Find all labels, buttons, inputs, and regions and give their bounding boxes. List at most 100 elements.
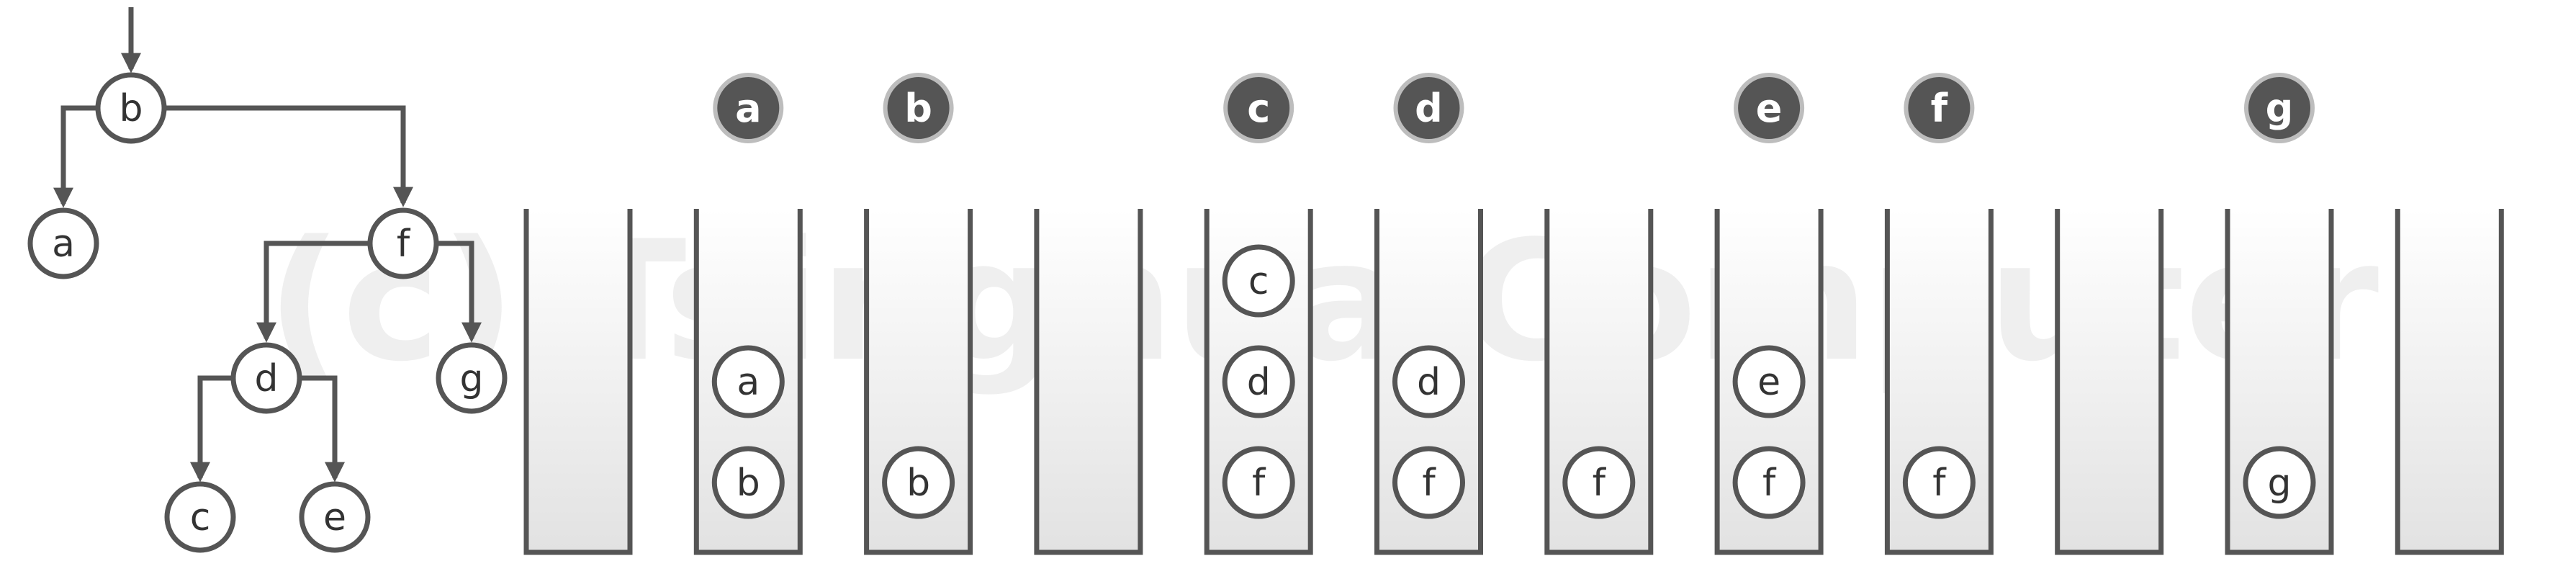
visited-node: e [1734,73,1805,143]
stack-snapshot: fd [1374,209,1483,555]
stack-container [1204,209,1313,555]
visited-node-label: d [1415,86,1443,131]
visited-node: c [1223,73,1294,143]
stack-background [1036,209,1140,552]
tree-node-d: d [230,342,302,414]
stack-item-circle [2243,446,2316,519]
visited-node-label: c [1247,86,1270,131]
stack-snapshot [523,209,633,555]
stack-item: c [1222,244,1295,318]
tree-node-label: b [119,87,143,130]
edge-d-e [301,375,345,483]
stack-item: e [1732,345,1806,418]
stack-background [2057,209,2161,552]
visited-node-circle [1393,73,1464,143]
edge-b-f [164,105,413,207]
stack-container [2395,209,2504,555]
stack-item-label: g [2267,462,2291,505]
stack-item-circle [1902,446,1976,519]
stack-item-label: f [1422,462,1436,505]
stack-item-label: e [1757,361,1780,404]
tree-node-f: f [367,207,439,279]
stack-container [1034,209,1143,555]
edge-d-c [190,375,233,483]
stack-snapshot: ba [693,209,803,555]
stack-item: f [1222,446,1295,519]
stack-item: d [1222,345,1295,418]
visited-node-label: g [2266,86,2294,131]
tree-node-label: a [52,223,75,266]
stack-item: f [1562,446,1636,519]
visited-node-label: a [735,86,761,131]
stack-item: d [1392,345,1465,418]
stack-item: b [882,446,955,519]
tree-node-label: d [254,357,278,400]
visited-node-circle [1223,73,1294,143]
stack-container [2225,209,2334,555]
stack-snapshot: g [2225,209,2334,555]
visited-node: d [1393,73,1464,143]
stack-item-label: f [1593,462,1607,505]
stack-snapshot [1034,209,1143,555]
tree-node-c: c [164,481,236,553]
visited-node-circle [1734,73,1805,143]
stack-item-label: f [1762,462,1777,505]
visited-node: g [2244,73,2315,143]
stack-item: f [1732,446,1806,519]
stack-item: b [711,446,785,519]
stack-item-label: d [1417,361,1441,404]
visited-node-circle [2244,73,2315,143]
edge-f-d [256,241,369,343]
stack-snapshot [2055,209,2164,555]
stack-container [1714,209,1824,555]
stack-item-label: f [1252,462,1266,505]
stack-item-label: b [906,462,930,505]
visit-sequence: a b c d e f g [713,73,2315,143]
stack-item-label: b [737,462,760,505]
stack-item: f [1902,446,1976,519]
tree-node-label: c [190,496,211,539]
stack-item-circle [1732,446,1806,519]
stack-background [2397,209,2502,552]
stack-snapshot: f d c [1204,209,1313,555]
stack-item-circle [1732,345,1806,418]
stack-item-circle [711,446,785,519]
stack-container [1374,209,1483,555]
stack-item-circle [882,446,955,519]
tree-node-label: g [459,357,483,400]
visited-node-label: e [1756,86,1783,131]
stack-container [523,209,633,555]
stack-item-circle [711,345,785,418]
stack-snapshot [2395,209,2504,555]
stack-item: a [711,345,785,418]
stack-item-circle [1222,446,1295,519]
visited-node: f [1904,73,1975,143]
tree-node-label: e [323,496,346,539]
visited-node-label: f [1931,86,1948,131]
stack-snapshot: f [1544,209,1654,555]
tree-node-label: f [397,223,411,266]
stack-item-circle [1392,345,1465,418]
visited-node: b [883,73,954,143]
stack-item-circle [1392,446,1465,519]
tree-node-b: b [95,72,167,144]
visited-node: a [713,73,784,143]
stack-container [693,209,803,555]
stack-background [526,209,630,552]
stack-item-label: f [1932,462,1947,505]
stack-snapshot: b [864,209,973,555]
edge-b-a [53,105,98,208]
stack-item-label: c [1248,260,1269,303]
stack-item-circle [1222,345,1295,418]
visited-node-circle [1904,73,1975,143]
stack-item-label: a [737,361,760,404]
tree-node-a: a [27,207,99,279]
edge-f-g [438,241,482,343]
tree-node-g: g [436,342,508,414]
stack-container [2055,209,2164,555]
stack-snapshot: f [1884,209,1994,555]
stack-container [1884,209,1994,555]
visited-node-label: b [904,86,932,131]
